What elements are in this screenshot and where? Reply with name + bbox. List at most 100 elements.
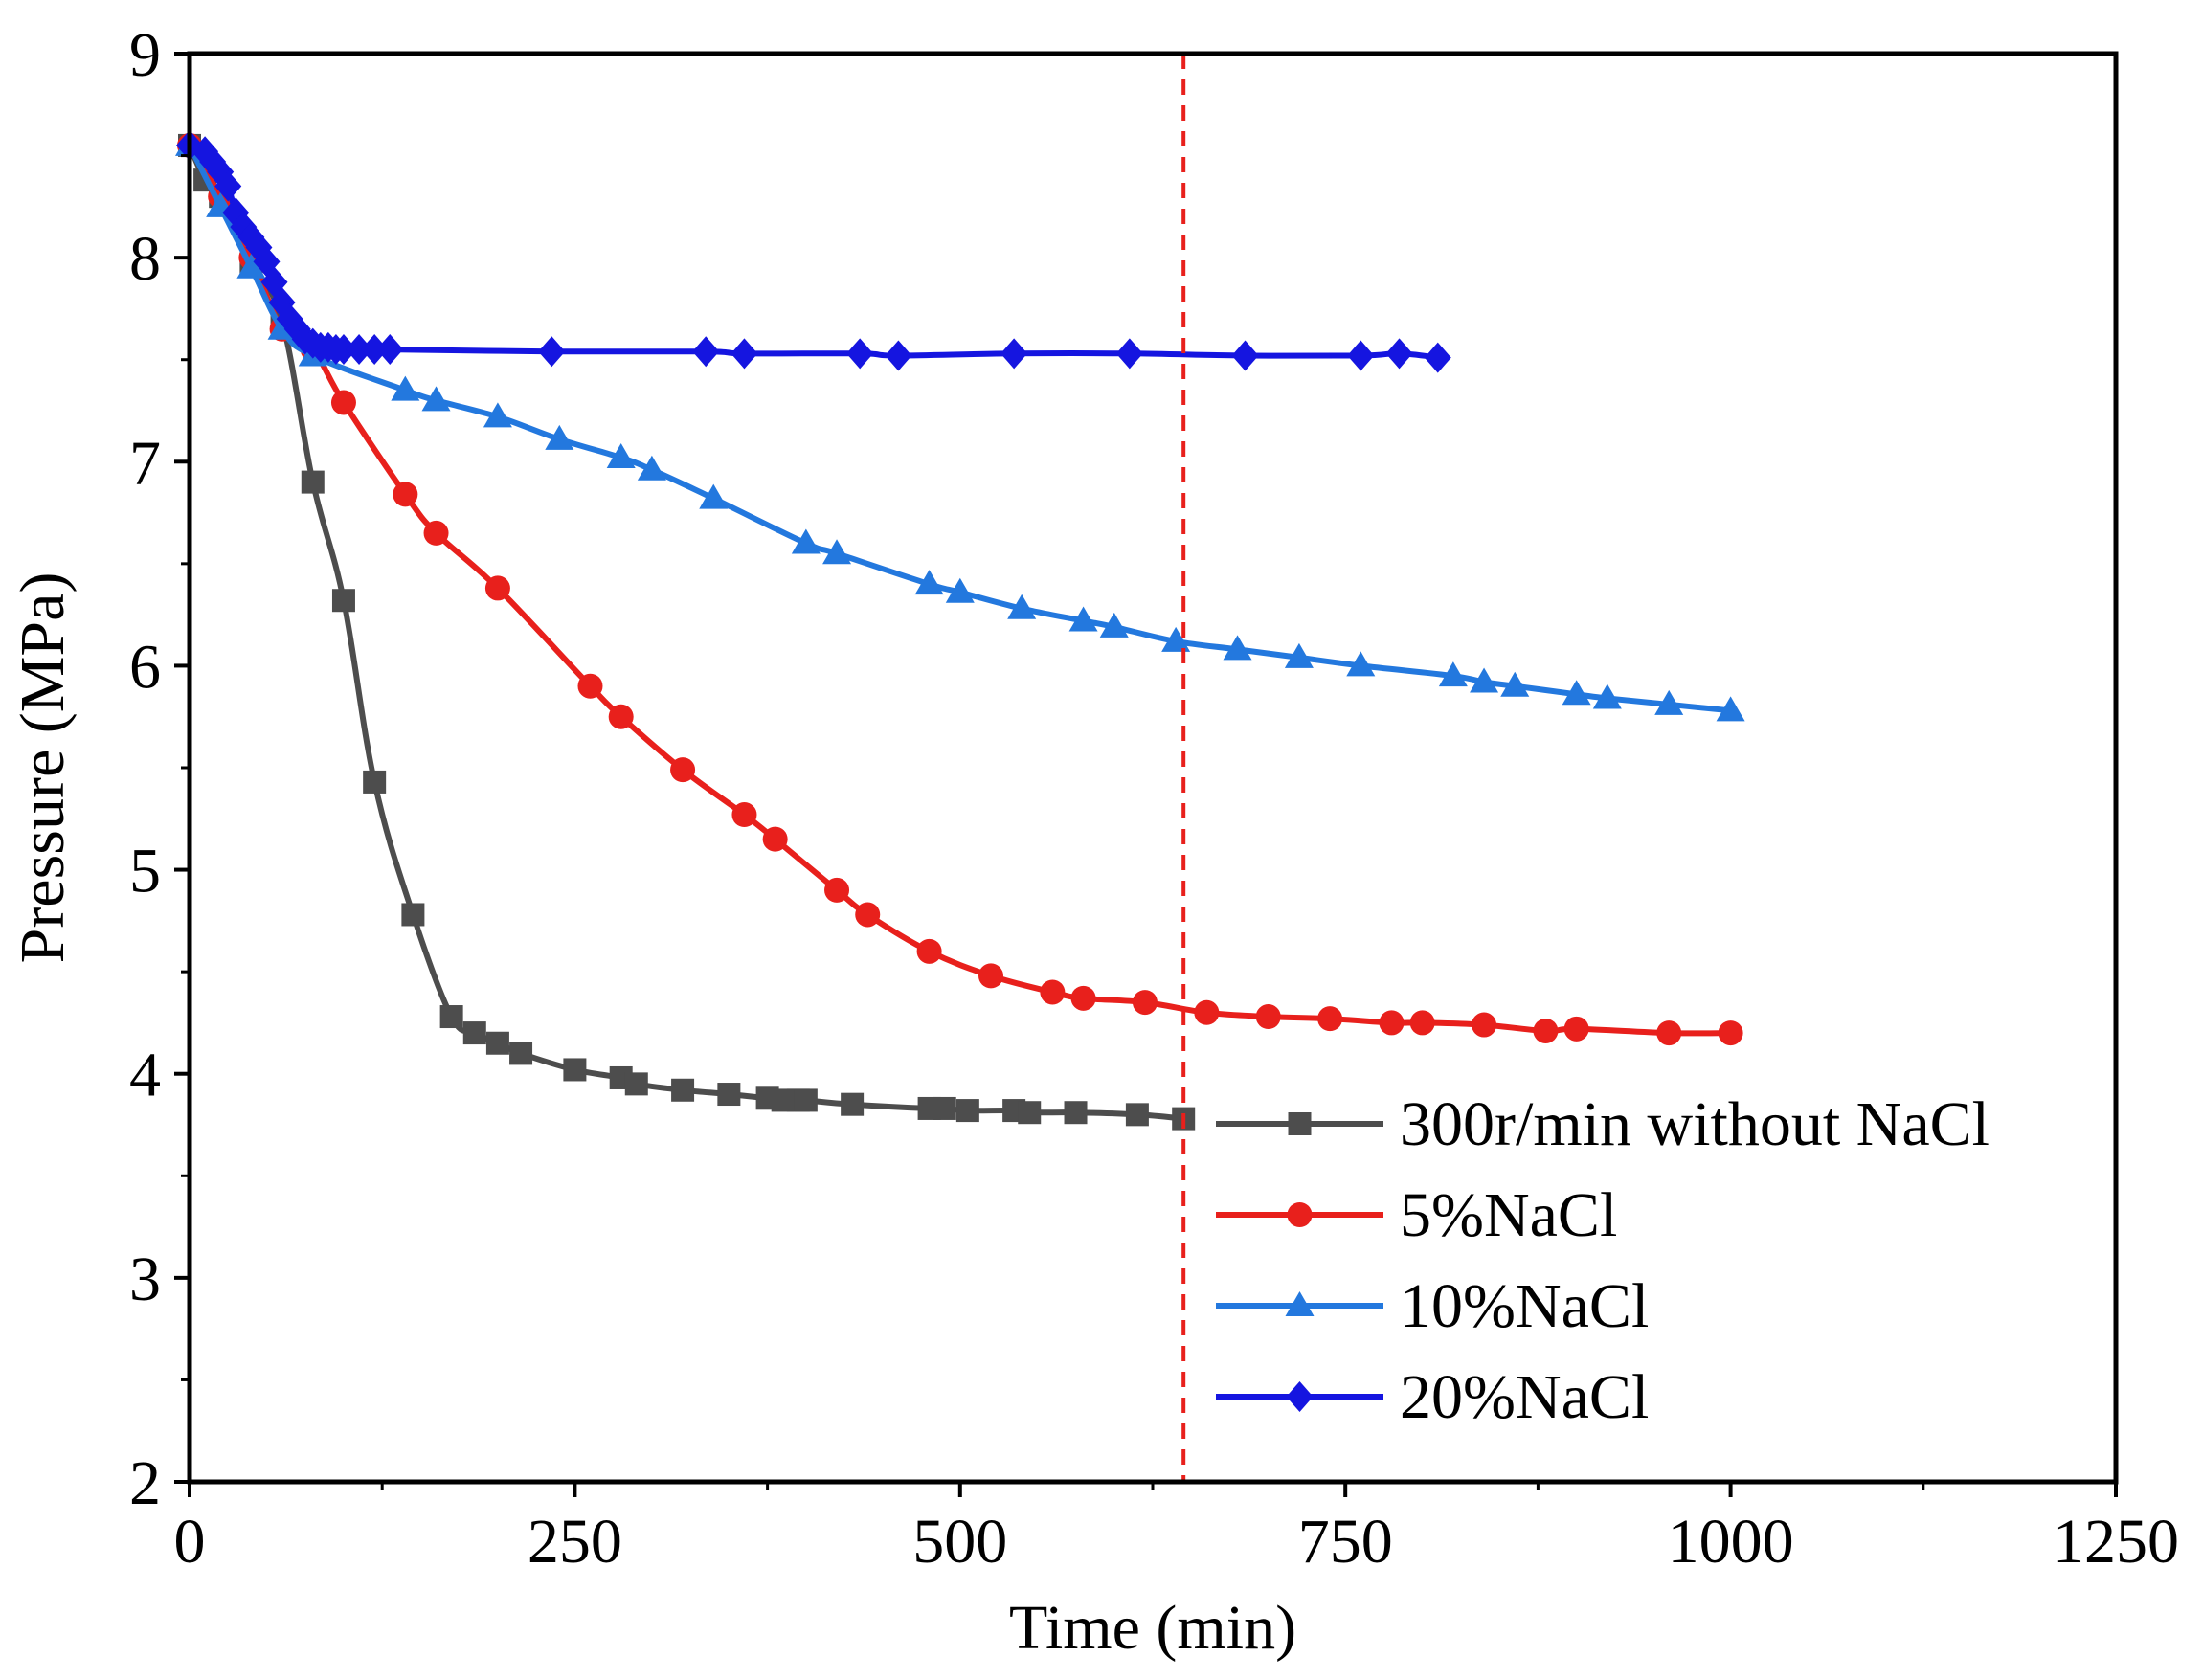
- data-point: [824, 877, 850, 903]
- data-point: [1500, 671, 1530, 697]
- data-point: [1656, 1020, 1682, 1046]
- y-tick-label: 5: [129, 837, 161, 907]
- data-point: [393, 482, 418, 507]
- data-point: [1064, 1101, 1088, 1125]
- data-point: [329, 334, 357, 366]
- y-tick-label: 4: [129, 1041, 161, 1110]
- data-point: [1563, 1016, 1589, 1042]
- data-point: [624, 1072, 648, 1096]
- data-point: [330, 390, 356, 415]
- legend-label: 20%NaCl: [1400, 1362, 1649, 1432]
- legend: 300r/min without NaCl 5%NaCl 10%NaCl 20%NaC…: [1216, 1089, 1989, 1432]
- data-point: [391, 375, 420, 401]
- data-point: [1007, 594, 1037, 619]
- data-point: [1424, 342, 1451, 373]
- data-point: [483, 402, 512, 428]
- data-point: [731, 802, 757, 828]
- data-point: [214, 170, 242, 202]
- data-point: [1231, 340, 1259, 371]
- data-point: [945, 577, 975, 603]
- y-tick-label: 8: [129, 224, 161, 294]
- data-point: [1018, 1101, 1042, 1125]
- axis-ticks: 0 250 500 750 1000 1250 2 3 4 5 6 7 8 9: [129, 20, 2179, 1577]
- data-point: [1346, 651, 1376, 677]
- data-point: [1654, 689, 1684, 715]
- series-line: [187, 144, 1731, 714]
- data-point: [1409, 1010, 1435, 1036]
- x-tick-label: 1250: [2053, 1507, 2179, 1577]
- data-point: [1379, 1010, 1405, 1036]
- legend-swatch-marker: [1286, 1381, 1314, 1412]
- data-point: [846, 338, 874, 370]
- x-axis-title: Time (min): [1009, 1593, 1296, 1663]
- x-tick-label: 0: [174, 1507, 206, 1577]
- data-point: [376, 334, 404, 366]
- data-point: [485, 1031, 509, 1055]
- y-tick-label: 7: [129, 428, 161, 498]
- data-point: [916, 938, 942, 964]
- data-point: [1000, 338, 1028, 370]
- data-point: [955, 1099, 979, 1123]
- data-point: [363, 770, 387, 794]
- data-point: [346, 334, 373, 366]
- data-point: [794, 1088, 818, 1112]
- x-tick-label: 250: [528, 1507, 622, 1577]
- data-point: [1284, 642, 1314, 668]
- series-1: [178, 133, 1196, 1131]
- data-point: [1562, 680, 1591, 706]
- data-point: [545, 424, 574, 450]
- data-point: [717, 1083, 741, 1107]
- data-point: [331, 589, 355, 613]
- data-point: [1716, 696, 1745, 722]
- legend-entry: 300r/min without NaCl: [1216, 1089, 1989, 1159]
- data-point: [670, 757, 696, 783]
- data-point: [509, 1042, 533, 1065]
- data-point: [606, 443, 636, 469]
- data-point: [608, 704, 634, 729]
- data-point: [671, 1078, 695, 1102]
- data-point: [1132, 990, 1158, 1016]
- data-point: [1040, 979, 1066, 1005]
- data-point: [1317, 1006, 1343, 1032]
- data-point: [791, 528, 821, 554]
- data-point: [1470, 667, 1499, 693]
- data-point: [462, 1021, 486, 1045]
- data-point: [1472, 1012, 1497, 1038]
- y-tick-label: 2: [129, 1448, 161, 1518]
- data-point: [1592, 683, 1622, 709]
- data-point: [1099, 612, 1129, 638]
- data-point: [822, 539, 852, 565]
- data-point: [699, 483, 729, 509]
- data-point: [301, 470, 325, 494]
- data-point: [1070, 985, 1096, 1011]
- legend-entry: 10%NaCl: [1216, 1271, 1649, 1341]
- data-point: [933, 1096, 956, 1120]
- y-tick-label: 3: [129, 1244, 161, 1314]
- data-point: [1385, 338, 1413, 370]
- data-point: [1125, 1103, 1149, 1127]
- series-4: [176, 129, 1451, 373]
- legend-entry: 20%NaCl: [1216, 1362, 1649, 1432]
- data-point: [1438, 661, 1468, 687]
- data-point: [1068, 606, 1098, 632]
- legend-label: 300r/min without NaCl: [1400, 1089, 1989, 1159]
- y-axis-title: Pressure (MPa): [8, 572, 78, 964]
- data-point: [423, 520, 449, 546]
- data-point: [1718, 1020, 1743, 1046]
- data-point: [484, 575, 510, 601]
- data-point: [885, 340, 912, 371]
- data-point: [421, 386, 451, 412]
- data-point: [1115, 338, 1143, 370]
- plot-frame: [187, 51, 2119, 1485]
- data-point: [637, 455, 666, 481]
- series-line: [187, 144, 1184, 1122]
- data-point: [1194, 999, 1220, 1025]
- legend-label: 5%NaCl: [1400, 1180, 1617, 1250]
- data-point: [439, 1005, 463, 1029]
- series-layer: [175, 54, 1745, 1482]
- data-point: [1347, 340, 1375, 371]
- series-3: [175, 130, 1745, 722]
- data-point: [841, 1092, 865, 1116]
- data-point: [1161, 626, 1191, 652]
- legend-swatch-marker: [1288, 1112, 1312, 1135]
